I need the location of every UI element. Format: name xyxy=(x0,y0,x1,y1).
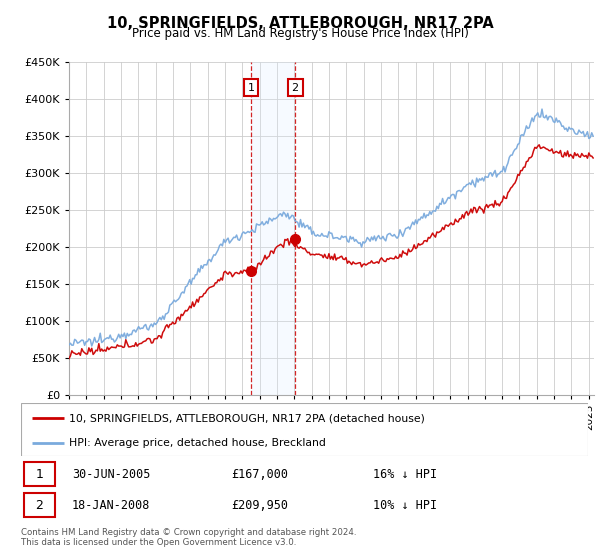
Text: Contains HM Land Registry data © Crown copyright and database right 2024.
This d: Contains HM Land Registry data © Crown c… xyxy=(21,528,356,547)
Text: 10% ↓ HPI: 10% ↓ HPI xyxy=(373,498,437,512)
Bar xyxy=(24,462,55,486)
Text: 16% ↓ HPI: 16% ↓ HPI xyxy=(373,468,437,480)
Text: £167,000: £167,000 xyxy=(231,468,288,480)
Text: 1: 1 xyxy=(247,82,254,92)
Text: 10, SPRINGFIELDS, ATTLEBOROUGH, NR17 2PA (detached house): 10, SPRINGFIELDS, ATTLEBOROUGH, NR17 2PA… xyxy=(69,413,425,423)
Text: Price paid vs. HM Land Registry's House Price Index (HPI): Price paid vs. HM Land Registry's House … xyxy=(131,27,469,40)
Text: 18-JAN-2008: 18-JAN-2008 xyxy=(72,498,151,512)
Text: 10, SPRINGFIELDS, ATTLEBOROUGH, NR17 2PA: 10, SPRINGFIELDS, ATTLEBOROUGH, NR17 2PA xyxy=(107,16,493,31)
Bar xyxy=(24,493,55,517)
Text: 2: 2 xyxy=(292,82,299,92)
Text: 2: 2 xyxy=(35,498,43,512)
Bar xyxy=(251,62,295,395)
Text: £209,950: £209,950 xyxy=(231,498,288,512)
Text: 30-JUN-2005: 30-JUN-2005 xyxy=(72,468,151,480)
Text: HPI: Average price, detached house, Breckland: HPI: Average price, detached house, Brec… xyxy=(69,437,326,447)
Text: 1: 1 xyxy=(35,468,43,480)
